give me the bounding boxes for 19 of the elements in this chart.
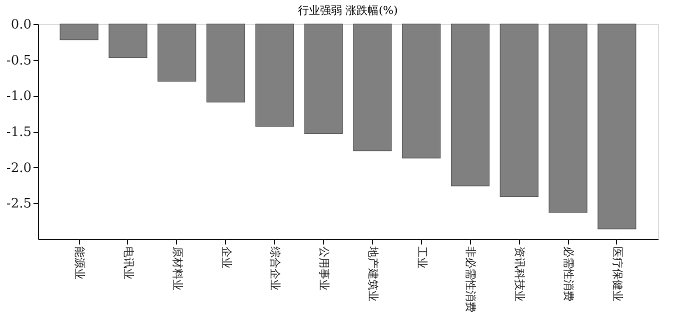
y-tick-label: -2.0 — [6, 160, 32, 176]
x-tick-label: 地产建筑业 — [366, 246, 380, 302]
chart-title: 行业强弱 涨跌幅(%) — [298, 4, 398, 17]
x-tick-label: 工业 — [415, 246, 428, 268]
x-tick-label: 必需性消费 — [562, 246, 576, 302]
x-tick-label: 电讯业 — [122, 246, 135, 280]
y-tick-label: -1.0 — [6, 89, 32, 104]
x-tick-label: 医疗保健业 — [610, 246, 624, 302]
y-tick-label: -0.5 — [6, 53, 32, 68]
y-tick-label: 0.0 — [10, 18, 32, 32]
x-tick-label: 能源业 — [73, 246, 86, 280]
y-tick-label: -1.5 — [6, 125, 32, 140]
x-tick-label: 综合企业 — [268, 246, 282, 290]
x-tick-label: 公用事业 — [318, 246, 331, 290]
y-tick-label: -2.5 — [6, 196, 32, 212]
x-tick-label: 原材料业 — [170, 246, 184, 290]
x-tick-label: 企业 — [220, 246, 233, 268]
x-tick-label: 资讯科技业 — [513, 246, 526, 302]
x-tick-label: 非必需性消费 — [464, 246, 478, 312]
